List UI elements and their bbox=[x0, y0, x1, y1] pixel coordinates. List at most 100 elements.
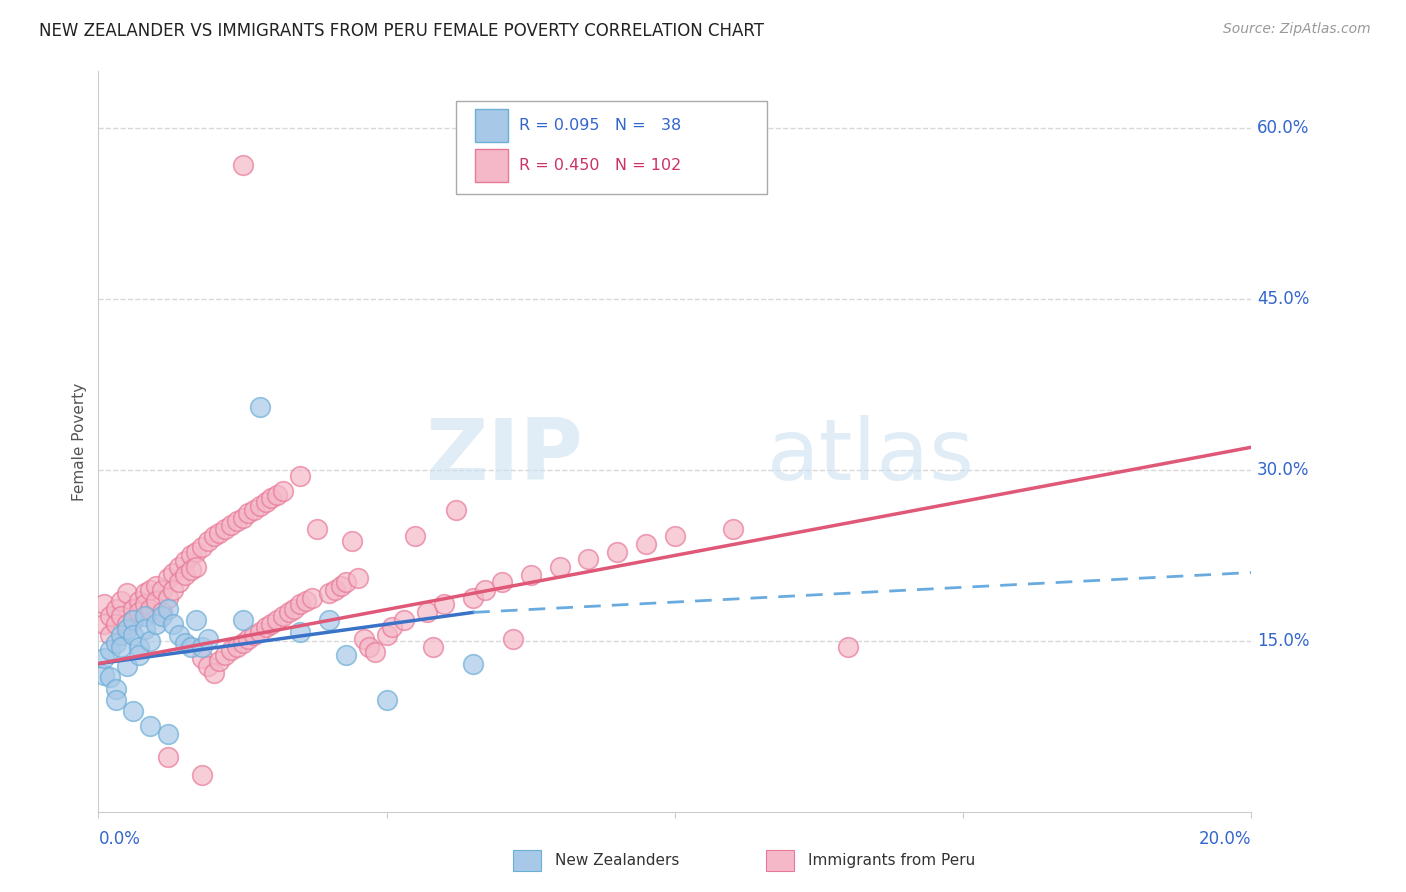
Point bbox=[191, 640, 214, 654]
Point bbox=[335, 574, 357, 589]
Point bbox=[359, 640, 381, 654]
Point bbox=[323, 582, 346, 597]
Point bbox=[474, 582, 496, 597]
Point bbox=[191, 651, 214, 665]
Point bbox=[162, 582, 184, 597]
Point bbox=[290, 598, 312, 612]
Point bbox=[433, 598, 456, 612]
Point bbox=[254, 495, 277, 509]
Point bbox=[110, 628, 132, 642]
Point bbox=[260, 616, 283, 631]
Point bbox=[139, 633, 162, 648]
Point bbox=[186, 545, 208, 559]
FancyBboxPatch shape bbox=[475, 149, 508, 182]
Point bbox=[364, 645, 387, 659]
Point bbox=[548, 559, 571, 574]
Point bbox=[191, 768, 214, 782]
Point bbox=[197, 659, 219, 673]
Point bbox=[231, 613, 254, 627]
Text: 60.0%: 60.0% bbox=[1257, 120, 1309, 137]
Point bbox=[307, 522, 329, 536]
Point bbox=[231, 158, 254, 172]
Point bbox=[104, 693, 127, 707]
Text: 45.0%: 45.0% bbox=[1257, 290, 1309, 308]
Point bbox=[271, 608, 294, 623]
Point bbox=[110, 608, 132, 623]
Point bbox=[353, 632, 375, 646]
Point bbox=[266, 488, 288, 502]
Point bbox=[156, 591, 179, 605]
Point bbox=[98, 628, 121, 642]
Point bbox=[243, 628, 266, 642]
Point bbox=[197, 632, 219, 646]
Point bbox=[202, 529, 225, 543]
Point bbox=[174, 636, 197, 650]
Point bbox=[128, 640, 150, 654]
Point bbox=[93, 651, 115, 665]
Point bbox=[117, 616, 138, 631]
Text: Immigrants from Peru: Immigrants from Peru bbox=[808, 854, 976, 868]
Point bbox=[122, 613, 145, 627]
Point bbox=[606, 545, 628, 559]
Point bbox=[150, 608, 173, 623]
Point bbox=[231, 636, 254, 650]
Point bbox=[208, 654, 231, 668]
Point bbox=[249, 624, 271, 639]
Point bbox=[139, 582, 162, 597]
Point bbox=[346, 571, 368, 585]
Text: 0.0%: 0.0% bbox=[98, 830, 141, 848]
Point bbox=[122, 613, 145, 627]
Point bbox=[295, 594, 318, 608]
Point bbox=[578, 552, 600, 566]
Point bbox=[117, 586, 138, 600]
Point bbox=[422, 640, 444, 654]
Point bbox=[318, 586, 340, 600]
Point bbox=[219, 643, 242, 657]
Text: 30.0%: 30.0% bbox=[1257, 461, 1309, 479]
Point bbox=[128, 648, 150, 662]
Point bbox=[104, 616, 127, 631]
Point bbox=[110, 640, 132, 654]
Point bbox=[150, 582, 173, 597]
Point bbox=[520, 567, 543, 582]
Point bbox=[721, 522, 744, 536]
Text: R = 0.450   N = 102: R = 0.450 N = 102 bbox=[519, 158, 682, 173]
Point bbox=[340, 533, 363, 548]
Point bbox=[301, 591, 323, 605]
Point bbox=[180, 640, 202, 654]
Point bbox=[104, 681, 127, 696]
Point bbox=[375, 628, 398, 642]
Point bbox=[405, 529, 427, 543]
Point bbox=[243, 503, 266, 517]
Point bbox=[117, 623, 138, 637]
Point bbox=[219, 517, 242, 532]
Point bbox=[381, 620, 404, 634]
Point bbox=[128, 606, 150, 620]
Point bbox=[180, 563, 202, 577]
Point bbox=[461, 657, 484, 671]
Point bbox=[98, 608, 121, 623]
Point bbox=[174, 554, 197, 568]
FancyBboxPatch shape bbox=[475, 109, 508, 142]
Point bbox=[156, 727, 179, 741]
Point bbox=[225, 514, 247, 528]
Point bbox=[145, 579, 167, 593]
Point bbox=[225, 640, 247, 654]
Point bbox=[249, 401, 271, 415]
Point bbox=[122, 705, 145, 719]
Point bbox=[156, 602, 179, 616]
Point bbox=[110, 594, 132, 608]
Text: 20.0%: 20.0% bbox=[1199, 830, 1251, 848]
Point bbox=[636, 537, 658, 551]
Point bbox=[167, 559, 190, 574]
Point bbox=[156, 571, 179, 585]
Point bbox=[134, 608, 156, 623]
FancyBboxPatch shape bbox=[456, 101, 768, 194]
Text: atlas: atlas bbox=[768, 415, 976, 498]
Point bbox=[202, 665, 225, 680]
Text: 15.0%: 15.0% bbox=[1257, 632, 1309, 650]
Point bbox=[283, 602, 305, 616]
Point bbox=[134, 598, 156, 612]
Point bbox=[162, 616, 184, 631]
Point bbox=[128, 594, 150, 608]
